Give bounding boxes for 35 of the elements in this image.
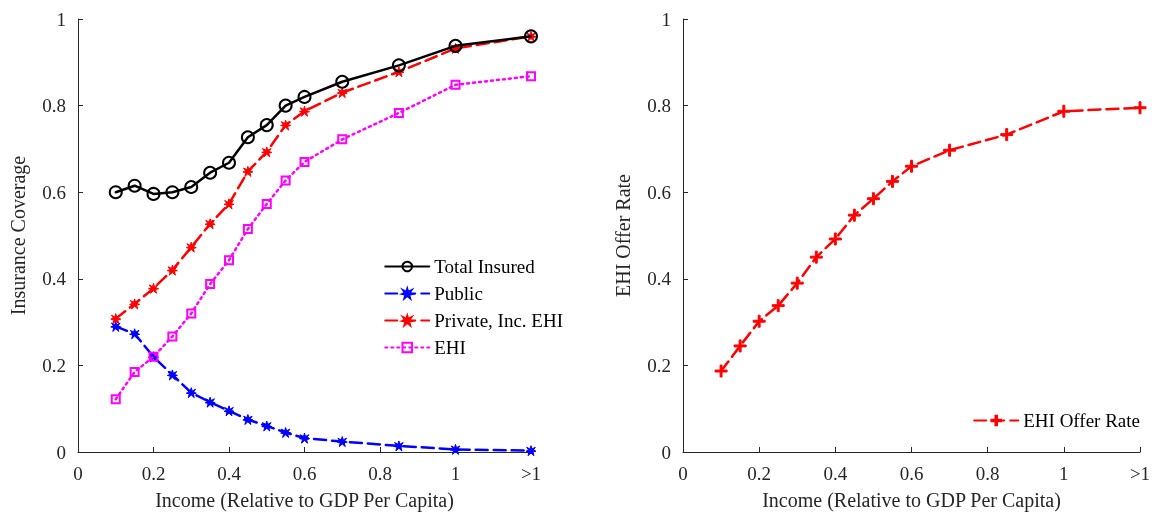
y-tick-label: 1 [56, 8, 66, 30]
legend-label: EHI [434, 337, 466, 358]
x-axis-title: Income (Relative to GDP Per Capita) [155, 489, 454, 512]
x-tick-label: 0.8 [368, 463, 392, 484]
y-tick-label: 0.8 [647, 95, 671, 117]
x-tick-label: 0 [678, 463, 688, 484]
y-tick-label: 0.4 [647, 268, 672, 290]
y-tick-label: 0 [56, 441, 66, 463]
y-tick-label: 0.6 [42, 181, 66, 203]
x-tick-label: 0.6 [292, 463, 317, 484]
x-tick-label: 0.2 [747, 463, 772, 484]
legend-label: Public [434, 283, 483, 304]
y-tick-label: 1 [661, 8, 671, 30]
x-tick-label: >1 [520, 463, 542, 484]
y-axis-title: EHI Offer Rate [612, 173, 634, 297]
x-tick-label: 0.4 [823, 463, 848, 484]
x-tick-label: 1 [450, 463, 461, 484]
x-tick-label: 0.4 [217, 463, 242, 484]
x-tick-label: 1 [1059, 463, 1069, 484]
x-tick-label: >1 [1129, 463, 1151, 484]
x-tick-label: 0 [73, 463, 83, 484]
legend-label: Total Insured [434, 256, 536, 277]
y-tick-label: 0.2 [647, 354, 671, 376]
x-tick-label: 0.2 [141, 463, 166, 484]
x-tick-label: 0.8 [975, 463, 1000, 484]
x-tick-label: 0.6 [899, 463, 924, 484]
y-tick-label: 0.6 [647, 181, 671, 203]
y-tick-label: 0.8 [42, 95, 66, 117]
legend-label: Private, Inc. EHI [434, 310, 563, 331]
y-axis-title: Insurance Coverage [7, 155, 30, 316]
x-axis-title: Income (Relative to GDP Per Capita) [762, 489, 1061, 512]
y-tick-label: 0.4 [42, 268, 67, 290]
legend-label: EHI Offer Rate [1023, 410, 1140, 431]
y-tick-label: 0.2 [42, 354, 66, 376]
y-tick-label: 0 [661, 441, 671, 463]
